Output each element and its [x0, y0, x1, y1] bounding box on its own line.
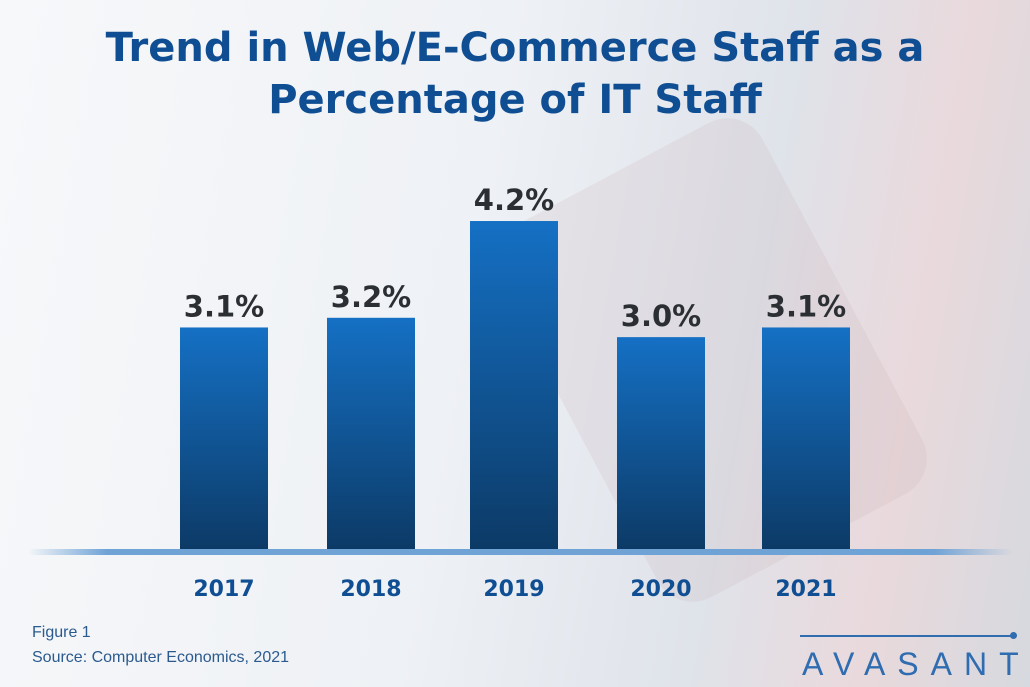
- data-label-2017: 3.1%: [184, 289, 264, 323]
- avasant-logo: AVASANT: [800, 630, 1022, 682]
- baseline: [28, 549, 1013, 555]
- data-label-2020: 3.0%: [621, 299, 701, 333]
- x-tick-label-2018: 2018: [340, 577, 401, 602]
- x-tick-label-2021: 2021: [775, 577, 836, 602]
- source-label: Source: Computer Economics, 2021: [32, 649, 290, 666]
- figure-label: Figure 1: [32, 624, 91, 641]
- chart-title: Trend in Web/E-Commerce Staff as a Perce…: [105, 25, 925, 123]
- x-tick-label-2017: 2017: [193, 577, 254, 602]
- data-label-2021: 3.1%: [766, 289, 846, 323]
- data-label-2019: 4.2%: [474, 183, 554, 217]
- bar-2020: [617, 337, 705, 550]
- bar-2021: [762, 327, 850, 550]
- data-label-2018: 3.2%: [331, 280, 411, 314]
- x-tick-label-2019: 2019: [483, 577, 544, 602]
- x-tick-label-2020: 2020: [630, 577, 691, 602]
- bar-2019: [470, 221, 558, 550]
- logo-wordmark: AVASANT: [802, 646, 1030, 682]
- bar-2018: [327, 317, 415, 550]
- bar-2017: [180, 327, 268, 550]
